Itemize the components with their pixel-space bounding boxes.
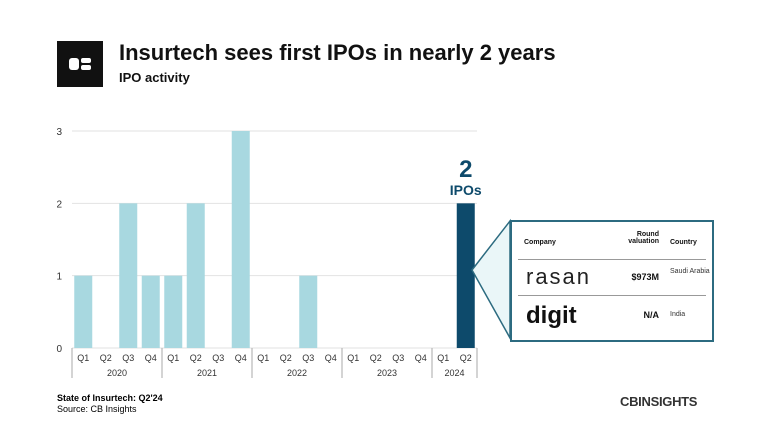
table-row: rasan $973M Saudi Arabia	[518, 259, 710, 296]
y-tick-label: 0	[56, 344, 62, 355]
x-tick-label: Q1	[347, 353, 359, 363]
bar	[164, 275, 183, 348]
digit-logo: digit	[526, 302, 577, 329]
year-label: 2021	[197, 368, 217, 378]
year-label: 2020	[107, 368, 127, 378]
country: Saudi Arabia	[670, 268, 710, 275]
bar	[456, 203, 475, 348]
chart-title: Insurtech sees first IPOs in nearly 2 ye…	[119, 40, 556, 65]
x-tick-label: Q2	[370, 353, 382, 363]
x-tick-label: Q1	[77, 353, 89, 363]
x-tick-label: Q2	[280, 353, 292, 363]
year-label: 2024	[444, 368, 464, 378]
table-row: digit N/A India	[518, 295, 706, 336]
bar	[231, 131, 250, 348]
year-label: 2022	[287, 368, 307, 378]
y-tick-label: 3	[56, 127, 62, 138]
x-tick-label: Q3	[122, 353, 134, 363]
x-tick-label: Q3	[392, 353, 404, 363]
x-tick-label: Q4	[325, 353, 337, 363]
bar	[141, 275, 160, 348]
y-tick-label: 2	[56, 199, 62, 210]
x-tick-label: Q2	[100, 353, 112, 363]
x-tick-label: Q3	[302, 353, 314, 363]
x-tick-label: Q1	[167, 353, 179, 363]
cbinsights-logo: CBINSIGHTS	[620, 394, 698, 409]
bar	[119, 203, 138, 348]
x-tick-label: Q3	[212, 353, 224, 363]
annotation-value: 2	[459, 156, 472, 183]
bar	[299, 275, 318, 348]
x-tick-label: Q4	[415, 353, 427, 363]
bar	[74, 275, 93, 348]
country: India	[670, 311, 686, 318]
rasan-logo: rasan	[526, 264, 592, 289]
header-country: Country	[670, 239, 697, 246]
header-company: Company	[524, 239, 556, 246]
report-name: State of Insurtech: Q2'24	[57, 393, 163, 403]
ipo-table: Company Round valuation Country rasan $9…	[510, 220, 714, 342]
x-tick-label: Q1	[257, 353, 269, 363]
header-valuation: Round valuation	[628, 231, 659, 245]
x-tick-label: Q4	[145, 353, 157, 363]
x-tick-label: Q2	[190, 353, 202, 363]
x-tick-label: Q2	[460, 353, 472, 363]
source: Source: CB Insights	[57, 404, 137, 414]
x-tick-label: Q1	[437, 353, 449, 363]
chart-subtitle: IPO activity	[119, 70, 190, 85]
annotation-label: IPOs	[450, 182, 482, 198]
valuation: N/A	[643, 310, 660, 320]
valuation: $973M	[631, 272, 659, 282]
year-label: 2023	[377, 368, 397, 378]
bar	[186, 203, 205, 348]
x-tick-label: Q4	[235, 353, 247, 363]
y-tick-label: 1	[56, 272, 62, 283]
cb-logo-icon	[57, 41, 103, 87]
